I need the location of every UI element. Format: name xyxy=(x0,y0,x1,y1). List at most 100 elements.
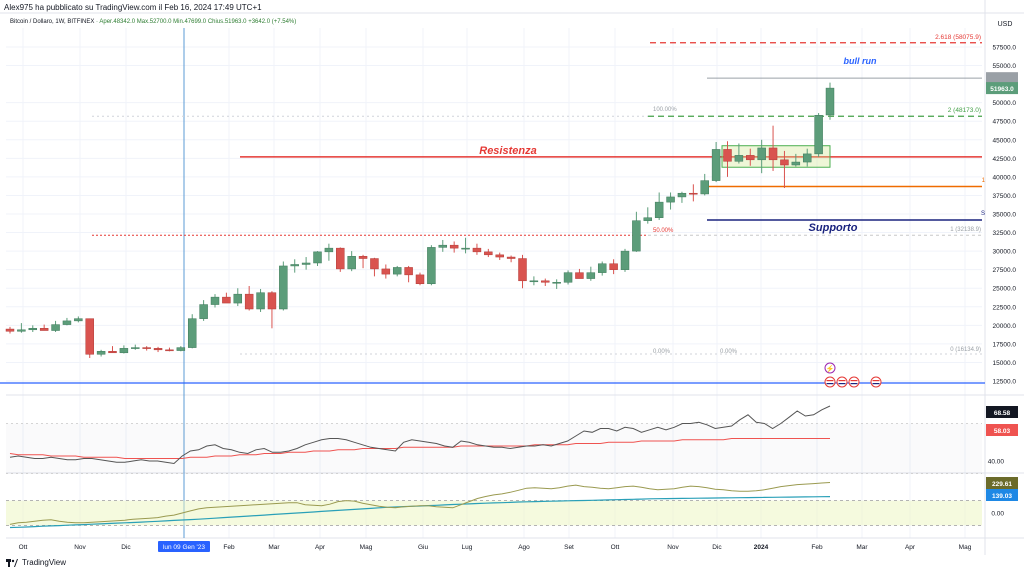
candle-body xyxy=(336,247,345,270)
candle-body xyxy=(746,155,755,161)
rsi-line xyxy=(9,405,831,465)
candle-body xyxy=(415,274,425,285)
candle-body xyxy=(518,258,527,282)
price-tick-label: 55000.0 xyxy=(993,63,1017,70)
currency-label: USD xyxy=(998,21,1013,28)
candle-body xyxy=(142,347,151,349)
rsi-band xyxy=(6,423,982,474)
time-tick-label: Dic xyxy=(121,544,131,551)
time-tick-label: Apr xyxy=(905,544,916,551)
time-tick-label: Mag xyxy=(360,544,373,551)
candle-body xyxy=(62,320,72,325)
price-tick-label: 50000.0 xyxy=(993,100,1017,107)
footer-brand[interactable]: TradingView xyxy=(6,558,66,567)
fib-0-label: 0 (16134.9) xyxy=(950,347,981,353)
symbol-info-line: Bitcoin / Dollaro, 1W, BITFINEX · Aper.4… xyxy=(10,19,296,25)
candle-body xyxy=(17,329,26,332)
candle-body xyxy=(438,244,448,248)
candle-body xyxy=(153,348,163,351)
candle-body xyxy=(586,272,596,279)
time-tick-label: Ott xyxy=(611,544,620,551)
price-badge-bg xyxy=(986,82,1018,95)
price-tick-label: 42500.0 xyxy=(993,156,1017,163)
candle-body xyxy=(449,244,459,249)
us-flag-stripe xyxy=(838,380,846,382)
candle-body xyxy=(244,293,254,310)
candle-body xyxy=(541,280,550,283)
candle-body xyxy=(757,147,766,161)
price-tick-label: 30000.0 xyxy=(993,249,1017,256)
us-flag-icon xyxy=(870,376,882,388)
candle-body xyxy=(210,296,220,305)
candle-body xyxy=(461,247,470,250)
candle-body xyxy=(51,324,60,331)
candle-body xyxy=(495,254,504,258)
candle-body xyxy=(654,201,664,218)
lightning-glyph: ⚡ xyxy=(826,364,835,373)
candle-body xyxy=(39,328,49,331)
open-value: Aper.48342.0 xyxy=(99,19,136,25)
us-flag-stripe xyxy=(826,380,834,382)
candle-body xyxy=(358,256,368,259)
axes: 57500.0 55000.0 50000.0 47500.0 45000.0 42500… xyxy=(19,21,1017,552)
time-tick-label: Feb xyxy=(811,544,823,551)
candle-body xyxy=(427,247,436,285)
candle-body xyxy=(700,180,709,195)
candle-body xyxy=(484,251,493,256)
us-flag-icon xyxy=(824,376,836,388)
us-flag-stripe xyxy=(838,383,846,385)
candle-body xyxy=(187,318,197,348)
time-tick-label: Mag xyxy=(959,544,972,551)
candle-body xyxy=(392,267,402,275)
side-1-label: 1 xyxy=(982,178,986,184)
candle-body xyxy=(301,262,311,265)
price-tick-label: 27500.0 xyxy=(993,267,1017,274)
price-badge: 51963.0 xyxy=(990,86,1014,93)
candle-body xyxy=(28,328,38,331)
candle-body xyxy=(233,293,243,304)
resistenza-label: Resistenza xyxy=(479,145,536,157)
rsi-ma-badge: 58.03 xyxy=(994,428,1011,435)
publisher-line: Alex975 ha pubblicato su TradingView.com… xyxy=(4,3,262,12)
time-tick-label: Ago xyxy=(518,544,530,551)
candle-body xyxy=(723,149,732,162)
rsi-panel xyxy=(6,405,982,474)
candle-body xyxy=(108,351,117,354)
candle-body xyxy=(5,328,15,332)
candle-body xyxy=(575,272,584,279)
candle-body xyxy=(199,304,208,319)
us-flag-icon xyxy=(848,376,860,388)
us-flag-icon xyxy=(836,376,848,388)
indicator-ma-badge-bg xyxy=(986,489,1018,501)
close-value: Chius.51963.0 xyxy=(207,19,247,25)
rsi-tick-label: 40.00 xyxy=(988,459,1005,466)
candle-body xyxy=(176,347,186,351)
candle-body xyxy=(689,192,698,195)
us-flag-stripe xyxy=(872,383,880,385)
time-tick-label: Mar xyxy=(268,544,280,551)
fib-1-label: 1 (32138.9) xyxy=(950,227,981,233)
fib-2-label: 2 (48173.0) xyxy=(948,107,981,114)
price-tick-label: 40000.0 xyxy=(993,174,1017,181)
price-tick-label: 32500.0 xyxy=(993,230,1017,237)
time-tick-label: Set xyxy=(564,544,574,551)
candle-body xyxy=(472,247,482,253)
time-tick-label: Apr xyxy=(315,544,326,551)
rsi-ma-badge-bg xyxy=(986,424,1018,436)
rsi-ma-line xyxy=(9,438,830,459)
candle-body xyxy=(74,318,83,322)
ohlc-values: · Aper.48342.0 Max.52700.0 Min.47699.0 C… xyxy=(96,19,297,25)
candle-body xyxy=(267,292,277,310)
candle-body xyxy=(131,347,140,349)
candle-body xyxy=(279,265,288,310)
candle-body xyxy=(552,282,561,284)
us-flag-stripe xyxy=(850,383,858,385)
candle-body xyxy=(313,251,322,264)
candle-body xyxy=(825,87,835,116)
date-marker-label: lun 09 Gen '23 xyxy=(163,544,205,551)
price-tick-label: 20000.0 xyxy=(993,323,1017,330)
candle-body xyxy=(529,280,539,283)
candle-body xyxy=(119,348,129,354)
grid xyxy=(0,0,1024,555)
